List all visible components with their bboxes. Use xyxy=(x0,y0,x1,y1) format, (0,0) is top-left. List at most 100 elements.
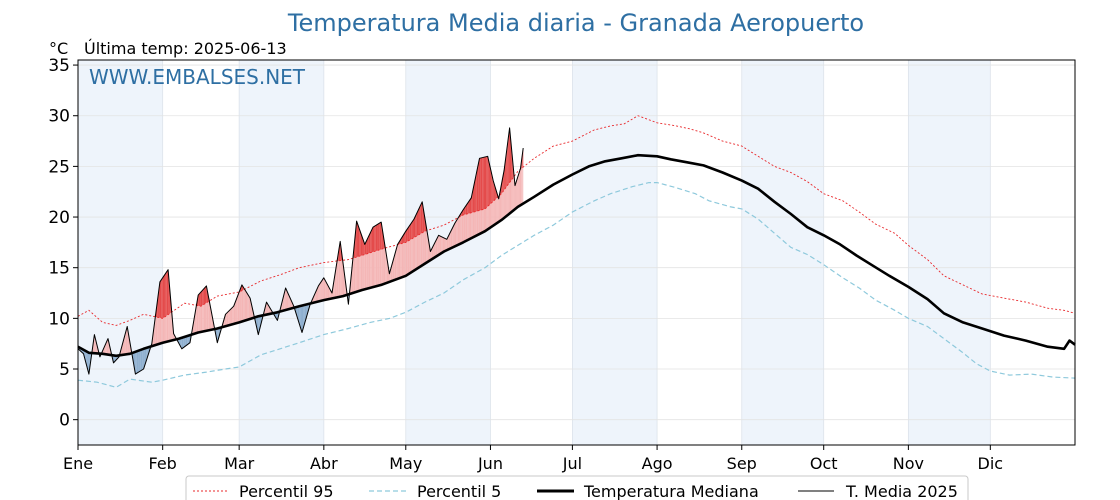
fill-above-median xyxy=(322,277,324,301)
fill-below-median xyxy=(301,305,304,333)
fill-below-median xyxy=(88,352,89,375)
fill-below-median xyxy=(138,350,140,373)
fill-above-median xyxy=(236,295,238,324)
y-tick-label: 10 xyxy=(48,309,70,329)
fill-above-median xyxy=(441,236,443,254)
fill-above-median xyxy=(225,312,227,327)
fill-above-p95 xyxy=(483,156,485,210)
fill-above-median xyxy=(463,207,465,243)
fill-below-median xyxy=(143,348,145,370)
fill-above-median xyxy=(457,216,460,245)
fill-above-median xyxy=(431,246,434,260)
fill-above-median xyxy=(517,174,519,207)
fill-above-median xyxy=(499,189,501,222)
fill-above-median xyxy=(437,235,439,256)
fill-above-median xyxy=(516,177,518,208)
fill-above-p95 xyxy=(374,225,376,252)
fill-below-median xyxy=(139,349,141,372)
legend-label-p95: Percentil 95 xyxy=(239,482,334,500)
legend: Percentil 95 Percentil 5 Temperatura Med… xyxy=(185,475,969,500)
fill-above-p95 xyxy=(400,237,402,244)
fill-above-p95 xyxy=(480,157,483,211)
unit-label: °C xyxy=(49,39,68,58)
fill-below-median xyxy=(256,316,259,335)
fill-above-median xyxy=(442,237,445,253)
fill-above-p95 xyxy=(404,231,406,243)
x-tick-label: Ago xyxy=(642,454,673,473)
fill-above-median xyxy=(327,285,330,300)
fill-above-p95 xyxy=(482,157,484,210)
line-percentil-95 xyxy=(77,115,1076,326)
fill-above-p95 xyxy=(356,221,358,258)
fill-above-p95 xyxy=(467,201,469,214)
fill-above-p95 xyxy=(377,223,379,251)
legend-box xyxy=(185,475,969,500)
fill-above-median xyxy=(464,205,466,242)
fill-above-median xyxy=(268,305,271,315)
fill-above-p95 xyxy=(491,172,493,204)
fill-below-median xyxy=(184,336,186,347)
fill-above-median xyxy=(400,237,402,278)
fill-above-p95 xyxy=(412,219,414,239)
y-tick-label: 30 xyxy=(48,107,70,127)
fill-above-median xyxy=(106,338,109,355)
line-t-media-2025 xyxy=(77,127,524,375)
fill-above-p95 xyxy=(413,216,416,238)
legend-label-median: Temperatura Mediana xyxy=(583,482,759,500)
fill-above-p95 xyxy=(419,204,421,235)
fill-above-median xyxy=(383,239,386,284)
fill-above-median xyxy=(444,237,446,252)
fill-above-median xyxy=(241,284,244,322)
fill-above-median xyxy=(519,168,521,206)
fill-above-median xyxy=(460,212,462,244)
fill-above-median xyxy=(450,228,453,249)
fill-above-p95 xyxy=(355,221,357,258)
fill-above-median xyxy=(125,326,128,355)
fill-above-median xyxy=(285,287,287,310)
fill-above-p95 xyxy=(199,292,201,307)
fill-above-p95 xyxy=(360,232,363,256)
fill-above-median xyxy=(403,233,405,277)
fill-above-median xyxy=(496,192,498,224)
fill-above-median xyxy=(454,220,457,247)
y-tick-label: 20 xyxy=(48,208,70,228)
fill-below-median xyxy=(133,351,136,375)
fill-above-p95 xyxy=(373,226,375,252)
fill-above-median xyxy=(243,287,245,322)
y-tick-label: 25 xyxy=(48,157,70,177)
fill-above-p95 xyxy=(476,164,479,212)
fill-above-median xyxy=(230,307,233,325)
fill-below-median xyxy=(275,312,278,321)
fill-above-median xyxy=(433,243,435,259)
fill-above-median xyxy=(317,285,319,302)
fill-above-p95 xyxy=(469,197,472,214)
fill-above-p95 xyxy=(488,160,490,206)
fill-above-median xyxy=(121,341,124,356)
fill-above-median xyxy=(320,281,322,302)
fill-above-p95 xyxy=(418,207,420,236)
fill-above-median xyxy=(498,194,500,222)
fill-above-p95 xyxy=(379,222,382,250)
fill-above-median xyxy=(453,223,455,247)
fill-above-median xyxy=(239,288,241,323)
x-tick-label: May xyxy=(389,454,422,473)
x-tick-label: Dic xyxy=(978,454,1004,473)
fill-above-median xyxy=(449,231,451,249)
month-band xyxy=(572,60,658,445)
line-percentil-5 xyxy=(77,182,1076,388)
y-tick-label: 0 xyxy=(59,411,70,431)
fill-above-p95 xyxy=(202,288,204,306)
fill-above-p95 xyxy=(461,209,464,216)
fill-above-p95 xyxy=(166,269,169,316)
fill-above-p95 xyxy=(475,171,477,212)
fill-below-median xyxy=(114,355,116,362)
fill-above-p95 xyxy=(468,199,470,214)
last-temp-label: Última temp: 2025-06-13 xyxy=(84,39,287,58)
fill-above-median xyxy=(397,242,399,279)
fill-above-p95 xyxy=(375,224,378,252)
fill-above-median xyxy=(459,214,461,245)
fill-above-median xyxy=(228,310,230,326)
fill-above-median xyxy=(446,236,449,251)
fill-above-p95 xyxy=(368,232,371,254)
fill-above-p95 xyxy=(478,158,480,211)
